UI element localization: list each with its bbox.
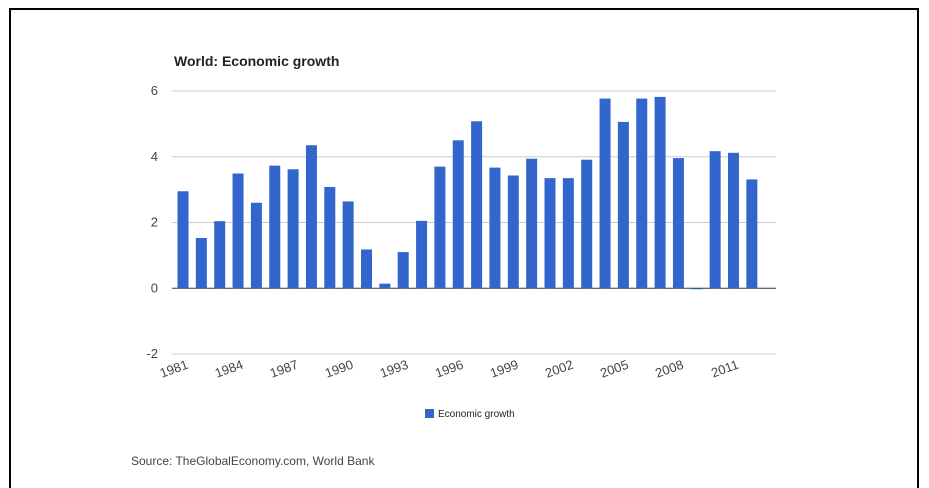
x-axis-ticks: 1981 1984 1987 1990 1993 1996 1999 2002 2005 2008… <box>158 357 741 381</box>
bar-1997[interactable] <box>471 121 483 289</box>
x-tick-label: 1987 <box>268 357 300 381</box>
bar-1984[interactable] <box>232 173 244 289</box>
bar-1990[interactable] <box>342 201 354 289</box>
bar-2006[interactable] <box>636 98 648 289</box>
x-tick-label: 2008 <box>653 357 685 381</box>
chart-title: World: Economic growth <box>174 53 339 69</box>
bar-2009[interactable] <box>691 288 703 290</box>
x-tick-label: 2011 <box>709 357 740 381</box>
x-tick-label: 1984 <box>213 357 245 381</box>
bar-1982[interactable] <box>195 237 207 289</box>
x-tick-label: 2002 <box>543 357 575 381</box>
bar-1986[interactable] <box>269 165 281 289</box>
legend[interactable]: Economic growth <box>425 409 515 420</box>
bar-1987[interactable] <box>287 169 299 289</box>
source-note: Source: TheGlobalEconomy.com, World Bank <box>131 454 375 468</box>
legend-swatch <box>425 409 434 418</box>
bar-2003[interactable] <box>581 159 593 289</box>
legend-label: Economic growth <box>438 409 515 420</box>
x-tick-label: 1990 <box>323 357 355 381</box>
bar-1995[interactable] <box>434 166 446 289</box>
bar-1983[interactable] <box>214 221 226 289</box>
bar-2004[interactable] <box>599 98 611 289</box>
y-tick-label: -2 <box>146 346 158 361</box>
y-tick-label: 4 <box>151 149 158 164</box>
x-tick-label: 2005 <box>598 357 630 381</box>
bar-1992[interactable] <box>379 283 391 289</box>
bar-1993[interactable] <box>397 252 409 289</box>
bar-2012[interactable] <box>746 179 758 289</box>
x-tick-label: 1993 <box>378 357 410 381</box>
bar-1999[interactable] <box>507 175 519 289</box>
bar-1991[interactable] <box>361 249 372 289</box>
bar-1988[interactable] <box>305 145 317 289</box>
bar-2010[interactable] <box>709 151 721 289</box>
bar-2008[interactable] <box>672 158 684 289</box>
bar-2007[interactable] <box>654 96 666 289</box>
bar-2011[interactable] <box>728 152 739 289</box>
bar-1981[interactable] <box>177 191 189 289</box>
x-tick-label: 1996 <box>433 357 465 381</box>
bar-1998[interactable] <box>489 167 501 289</box>
x-tick-label: 1981 <box>158 357 190 381</box>
x-tick-label: 1999 <box>488 357 520 381</box>
bar-1985[interactable] <box>250 202 262 289</box>
y-tick-label: 0 <box>151 280 158 295</box>
bar-1989[interactable] <box>324 186 336 289</box>
bar-1994[interactable] <box>416 220 428 289</box>
y-axis-ticks: -2 0 2 4 6 <box>146 83 158 361</box>
y-tick-label: 6 <box>151 83 158 98</box>
bar-2001[interactable] <box>544 178 556 289</box>
bar-2002[interactable] <box>562 178 574 289</box>
bar-1996[interactable] <box>452 140 464 289</box>
y-tick-label: 2 <box>151 215 158 230</box>
bars <box>177 96 758 290</box>
bar-2005[interactable] <box>617 121 629 289</box>
chart-frame <box>9 8 919 488</box>
bar-2000[interactable] <box>526 158 538 289</box>
